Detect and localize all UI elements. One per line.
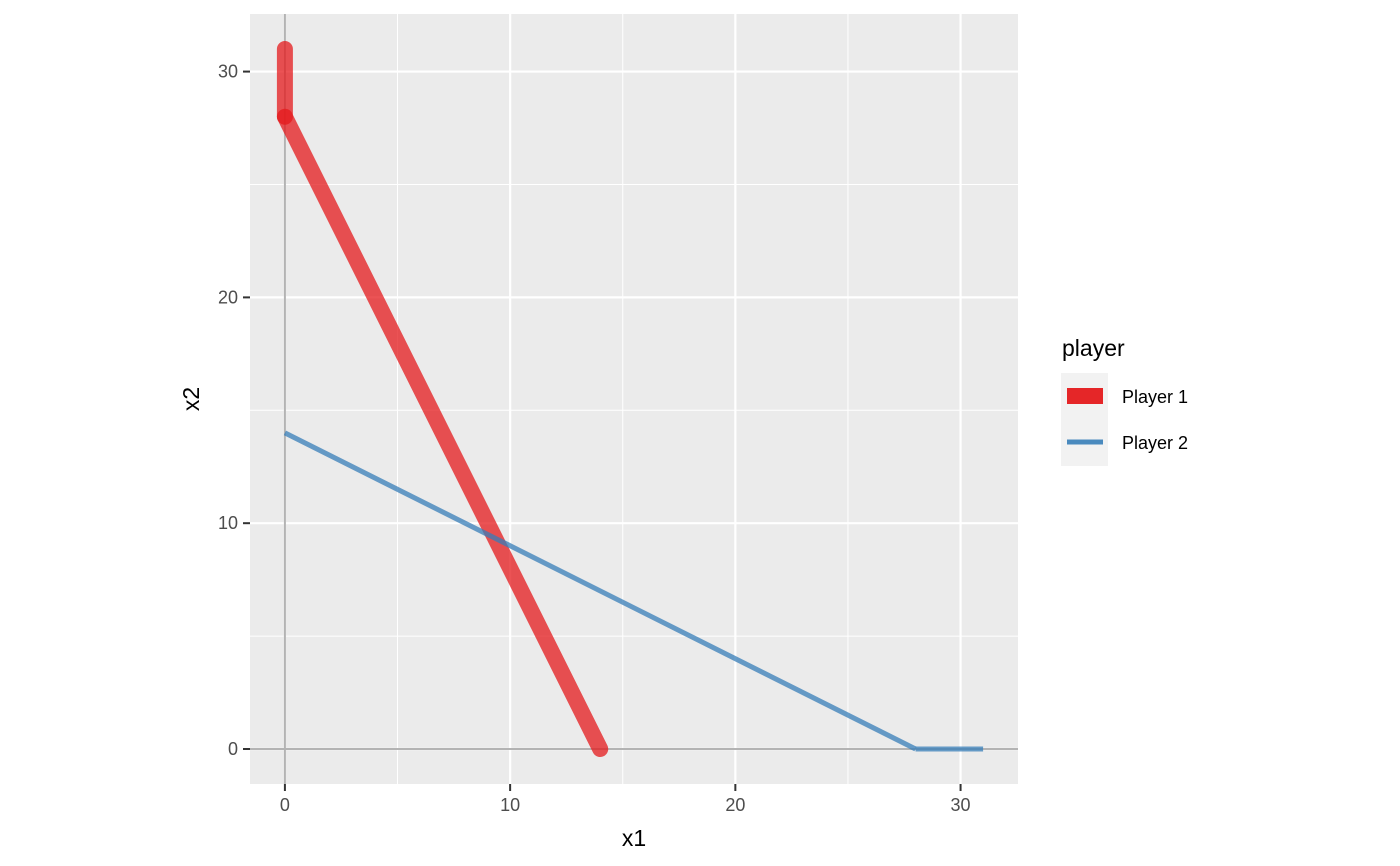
legend-label-1: Player 1 bbox=[1122, 387, 1188, 407]
y-tick-label: 20 bbox=[218, 287, 238, 307]
axes: 0 10 20 30 0 10 20 30 bbox=[218, 62, 971, 815]
y-tick-label: 0 bbox=[228, 739, 238, 759]
x-tick-label: 10 bbox=[500, 795, 520, 815]
panel-background bbox=[250, 14, 1018, 784]
legend: player Player 1 Player 2 bbox=[1061, 335, 1188, 466]
legend-label-2: Player 2 bbox=[1122, 433, 1188, 453]
series-2-segment bbox=[283, 430, 917, 752]
x-tick-label: 0 bbox=[280, 795, 290, 815]
grid-minor bbox=[250, 14, 1018, 784]
y-tick-label: 30 bbox=[218, 62, 238, 82]
series-1-segment bbox=[276, 108, 609, 757]
y-tick-label: 10 bbox=[218, 513, 238, 533]
x-tick-label: 20 bbox=[725, 795, 745, 815]
legend-title: player bbox=[1062, 335, 1125, 361]
reference-lines bbox=[250, 14, 1018, 784]
y-axis-title: x2 bbox=[178, 387, 204, 411]
x-axis-title: x1 bbox=[622, 825, 646, 851]
legend-items: Player 1 Player 2 bbox=[1067, 387, 1188, 453]
x-tick-label: 30 bbox=[951, 795, 971, 815]
legend-key-background bbox=[1061, 373, 1108, 466]
series-layer bbox=[276, 41, 984, 757]
